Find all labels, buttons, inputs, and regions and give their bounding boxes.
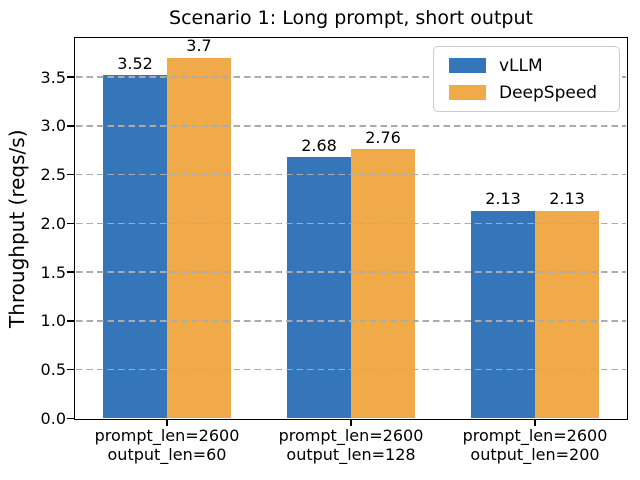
y-tick-label: 2.5 — [40, 165, 66, 185]
legend: vLLM DeepSpeed — [433, 46, 620, 112]
y-gridline — [76, 76, 626, 78]
y-gridline — [76, 173, 626, 176]
y-tick-label: 0.0 — [40, 409, 66, 428]
x-tick-mark — [166, 420, 168, 426]
bar-value-label: 3.7 — [186, 36, 212, 55]
y-tick-mark — [67, 368, 74, 371]
bar-deepspeed-group2 — [351, 149, 415, 419]
y-gridline — [76, 368, 626, 371]
bar-value-label: 2.76 — [365, 127, 401, 147]
y-tick-mark — [67, 271, 74, 273]
chart-title: Scenario 1: Long prompt, short output — [169, 7, 533, 29]
legend-entry-deepspeed: DeepSpeed — [449, 83, 607, 103]
y-tick-label: 1.0 — [40, 311, 66, 331]
y-tick-mark — [67, 173, 74, 176]
x-tick-label-line: output_len=60 — [107, 445, 227, 464]
legend-label-vllm: vLLM — [499, 55, 543, 76]
y-tick-label: 0.5 — [40, 360, 66, 380]
y-tick-label: 3.0 — [40, 116, 66, 136]
bar-value-label: 2.13 — [485, 189, 521, 209]
x-tick-label-line: prompt_len=2600 — [94, 426, 240, 445]
x-tick-label-group3: prompt_len=2600 output_len=200 — [435, 426, 635, 464]
x-tick-label-line: prompt_len=2600 — [462, 426, 608, 445]
bar-vllm-group1 — [103, 75, 167, 419]
y-tick-mark — [67, 76, 74, 78]
y-gridline — [76, 320, 626, 322]
y-tick-label: 3.5 — [40, 67, 66, 87]
bar-deepspeed-group3 — [535, 210, 599, 419]
y-gridline — [76, 125, 626, 127]
y-gridline — [76, 222, 626, 225]
bar-deepspeed-group1 — [167, 57, 231, 419]
y-tick-label: 2.0 — [40, 213, 66, 233]
bar-value-label: 3.52 — [117, 53, 153, 73]
x-tick-label-group2: prompt_len=2600 output_len=128 — [251, 426, 451, 464]
legend-swatch-vllm — [449, 58, 486, 73]
x-tick-label-group1: prompt_len=2600 output_len=60 — [67, 426, 267, 464]
bar-value-label: 2.13 — [549, 189, 585, 209]
bar-value-label: 2.68 — [301, 135, 337, 155]
bar-vllm-group3 — [471, 210, 535, 419]
legend-entry-vllm: vLLM — [449, 56, 607, 76]
x-tick-label-line: output_len=200 — [470, 445, 600, 464]
y-tick-mark — [67, 222, 74, 225]
bar-vllm-group2 — [287, 157, 351, 419]
y-tick-label: 1.5 — [40, 262, 66, 282]
x-tick-mark — [350, 420, 352, 426]
x-tick-mark — [534, 420, 536, 426]
y-gridline — [76, 271, 626, 273]
legend-label-deepspeed: DeepSpeed — [499, 82, 598, 103]
x-tick-label-line: prompt_len=2600 — [278, 426, 424, 445]
x-tick-label-line: output_len=128 — [286, 445, 416, 464]
y-tick-mark — [67, 320, 74, 322]
y-tick-mark — [67, 417, 74, 420]
legend-swatch-deepspeed — [449, 85, 486, 100]
y-tick-mark — [67, 125, 74, 127]
